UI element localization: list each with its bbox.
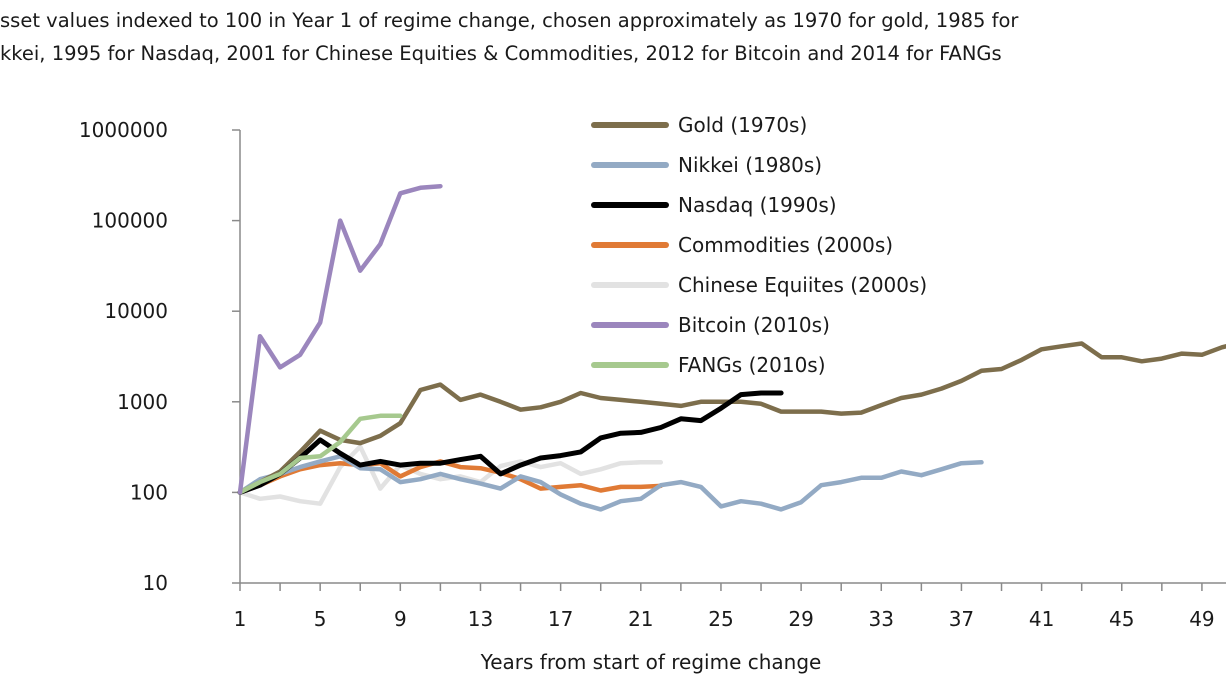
series-line-5: [237, 183, 443, 495]
y-axis: 10 100 1000 10000 100000 1000000: [79, 118, 241, 595]
legend-entry: Gold (1970s): [678, 113, 807, 137]
x-tick-label: 9: [394, 607, 407, 631]
series-line-0: [237, 341, 1226, 495]
series-line-6: [237, 413, 403, 495]
legend-entry: FANGs (2010s): [678, 353, 826, 377]
y-tick-label: 10000: [104, 299, 168, 323]
x-tick-label: 45: [1109, 607, 1134, 631]
legend-entry: Bitcoin (2010s): [678, 313, 830, 337]
legend-entry: Nasdaq (1990s): [678, 193, 837, 217]
x-tick-label: 49: [1189, 607, 1214, 631]
x-tick-label: 25: [708, 607, 733, 631]
y-tick-label: 10: [143, 571, 168, 595]
series-line-1: [237, 454, 984, 512]
x-tick-label: 29: [788, 607, 813, 631]
chart-subtitle: sset values indexed to 100 in Year 1 of …: [0, 4, 1226, 70]
legend: Gold (1970s) Nikkei (1980s) Nasdaq (1990s)…: [591, 113, 927, 377]
x-tick-label: 17: [548, 607, 573, 631]
x-tick-label: 1: [234, 607, 247, 631]
x-tick-label: 21: [628, 607, 653, 631]
legend-entry: Commodities (2000s): [678, 233, 893, 257]
legend-entry: Chinese Equiites (2000s): [678, 273, 927, 297]
x-tick-label: 13: [468, 607, 493, 631]
x-axis: 1 5 9 13 17 21 25 29 33 37 41 45 49: [234, 582, 1226, 631]
y-tick-label: 1000: [117, 390, 168, 414]
y-tick-label: 100: [130, 480, 168, 504]
subtitle-line-2: kkei, 1995 for Nasdaq, 2001 for Chinese …: [0, 42, 1002, 65]
x-tick-label: 37: [949, 607, 974, 631]
y-tick-label: 100000: [92, 209, 168, 233]
plot-lines: [237, 183, 1226, 512]
x-tick-label: 5: [314, 607, 327, 631]
x-tick-label: 41: [1029, 607, 1054, 631]
x-axis-title: Years from start of regime change: [480, 650, 822, 674]
y-tick-label: 1000000: [79, 118, 168, 142]
series-line-3: [237, 459, 664, 495]
legend-entry: Nikkei (1980s): [678, 153, 822, 177]
subtitle-line-1: sset values indexed to 100 in Year 1 of …: [0, 9, 1019, 32]
x-tick-label: 33: [869, 607, 894, 631]
